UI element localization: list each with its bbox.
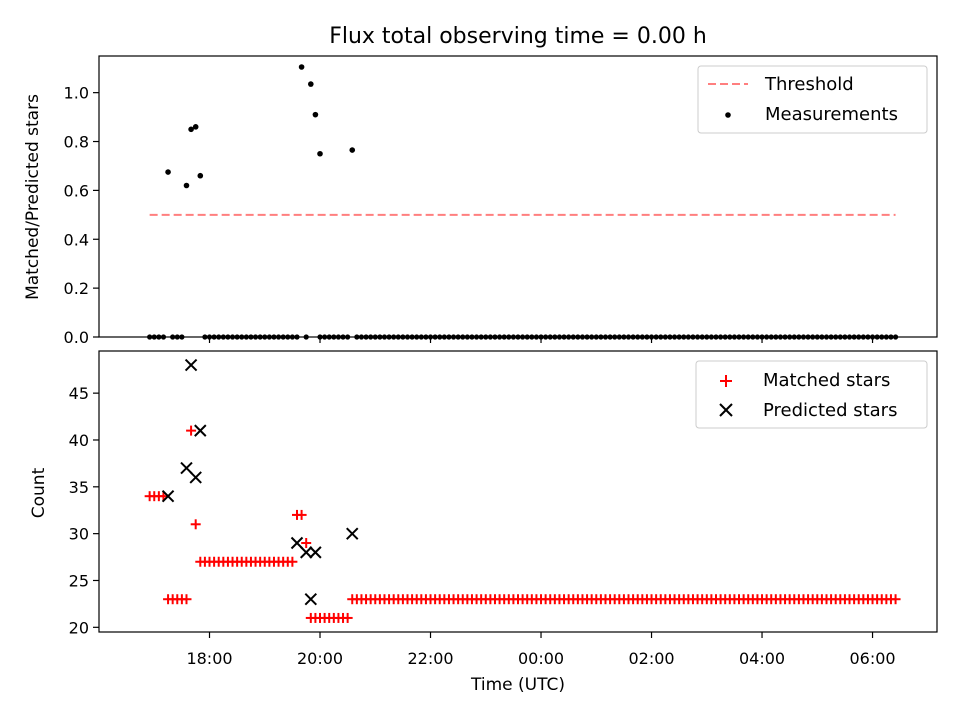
matched-legend-marker [720,375,732,387]
bottom-x-tick-label: 04:00 [739,649,785,668]
predicted-star-point [180,461,193,475]
bottom-y-tick-label: 35 [69,478,89,497]
bottom-x-tick-label: 06:00 [849,649,895,668]
bottom-y-tick-label: 30 [69,525,89,544]
predicted-star-point [299,546,313,559]
measurement-point [188,126,194,133]
threshold-legend-label: Threshold [764,74,854,95]
matched-star-point [186,425,197,436]
top-y-tick-label: 0.6 [64,181,89,200]
chart-title: Flux total observing time = 0.00 h [329,24,707,49]
measurements-legend-label: Measurements [765,104,898,125]
predicted-star-point [309,546,322,559]
top-y-tick-label: 0.4 [64,230,89,249]
bottom-legend-box [695,360,928,429]
predicted-legend-marker [719,403,733,417]
top-y-tick-label: 0.8 [64,133,89,152]
top-y-tick-label: 0.0 [64,328,89,347]
measurement-point [317,150,323,157]
predicted-star-point [304,593,318,606]
predicted-star-point [161,489,175,503]
bottom-y-tick-label: 45 [69,384,89,403]
top-legend: Threshold Measurements [697,65,928,134]
measurement-point [197,172,204,179]
predicted-star-point [189,471,202,484]
bottom-y-tick-label: 40 [69,431,89,450]
predicted-star-point [290,536,304,550]
bottom-y-tick-label: 25 [69,571,89,590]
predicted-star-point [184,358,198,372]
measurement-point [308,81,314,87]
bottom-x-tick-label: 00:00 [518,649,564,668]
measurement-point [165,169,171,175]
top-y-tick-label: 1.0 [64,84,89,103]
measurements-legend-marker [725,112,731,118]
matched-star-point [190,519,201,530]
matched-star-point [296,509,307,520]
matched-star-point [301,538,312,549]
x-axis-label: Time (UTC) [470,675,565,695]
measurement-point [298,64,305,70]
top-axes-frame [98,55,938,338]
predicted-legend-label: Predicted stars [763,400,897,421]
measurement-point [312,111,319,118]
predicted-star-point [194,424,207,437]
bottom-x-tick-label: 22:00 [407,649,453,668]
matched-star-point [287,556,298,567]
bottom-legend: Matched stars Predicted stars [695,360,928,429]
bottom-panel: 20 25 30 35 40 45 18:00 20:00 22:00 00:00 02:00 04… [29,350,938,695]
bottom-x-tick-label: 20:00 [297,649,343,668]
top-y-axis-label: Matched/Predicted stars [23,94,43,300]
matched-legend-label: Matched stars [763,370,890,391]
bottom-x-tick-label: 02:00 [628,649,674,668]
matched-star-point [342,612,353,623]
measurement-point [349,147,356,153]
predicted-star-point [346,527,359,540]
top-panel: 0.0 0.2 0.4 0.6 0.8 1.0 Matched/Predicted sta… [23,55,938,347]
matched-star-point [181,594,192,605]
top-legend-box [697,65,928,134]
bottom-axes-frame [98,350,938,633]
bottom-y-axis-label: Count [29,467,49,518]
measurement-point [183,182,190,189]
bottom-y-tick-label: 20 [69,618,89,637]
measurement-point [192,124,199,130]
bottom-x-tick-label: 18:00 [186,649,232,668]
matched-star-point [890,594,901,605]
top-y-tick-label: 0.2 [64,279,89,298]
